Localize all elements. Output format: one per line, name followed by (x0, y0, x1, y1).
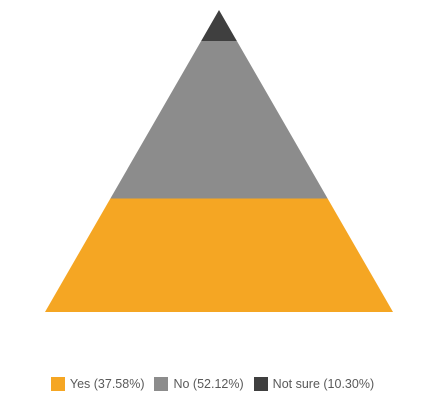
legend-swatch (50, 377, 65, 391)
legend-item-yes[interactable]: Yes (37.58%) (50, 377, 145, 391)
legend: Yes (37.58%) No (52.12%) Not sure (10.30%) (0, 374, 425, 394)
legend-swatch (154, 377, 169, 391)
pyramid-segment-no (110, 41, 328, 199)
legend-item-not-sure[interactable]: Not sure (10.30%) (253, 377, 375, 391)
pyramid-segment-not-sure (201, 10, 237, 42)
legend-item-no[interactable]: No (52.12%) (154, 377, 244, 391)
legend-label: Not sure (10.30%) (272, 377, 375, 391)
legend-label: Yes (37.58%) (69, 377, 145, 391)
legend-swatch (253, 377, 268, 391)
legend-label: No (52.12%) (173, 377, 244, 391)
pyramid-segment-yes (45, 198, 393, 312)
